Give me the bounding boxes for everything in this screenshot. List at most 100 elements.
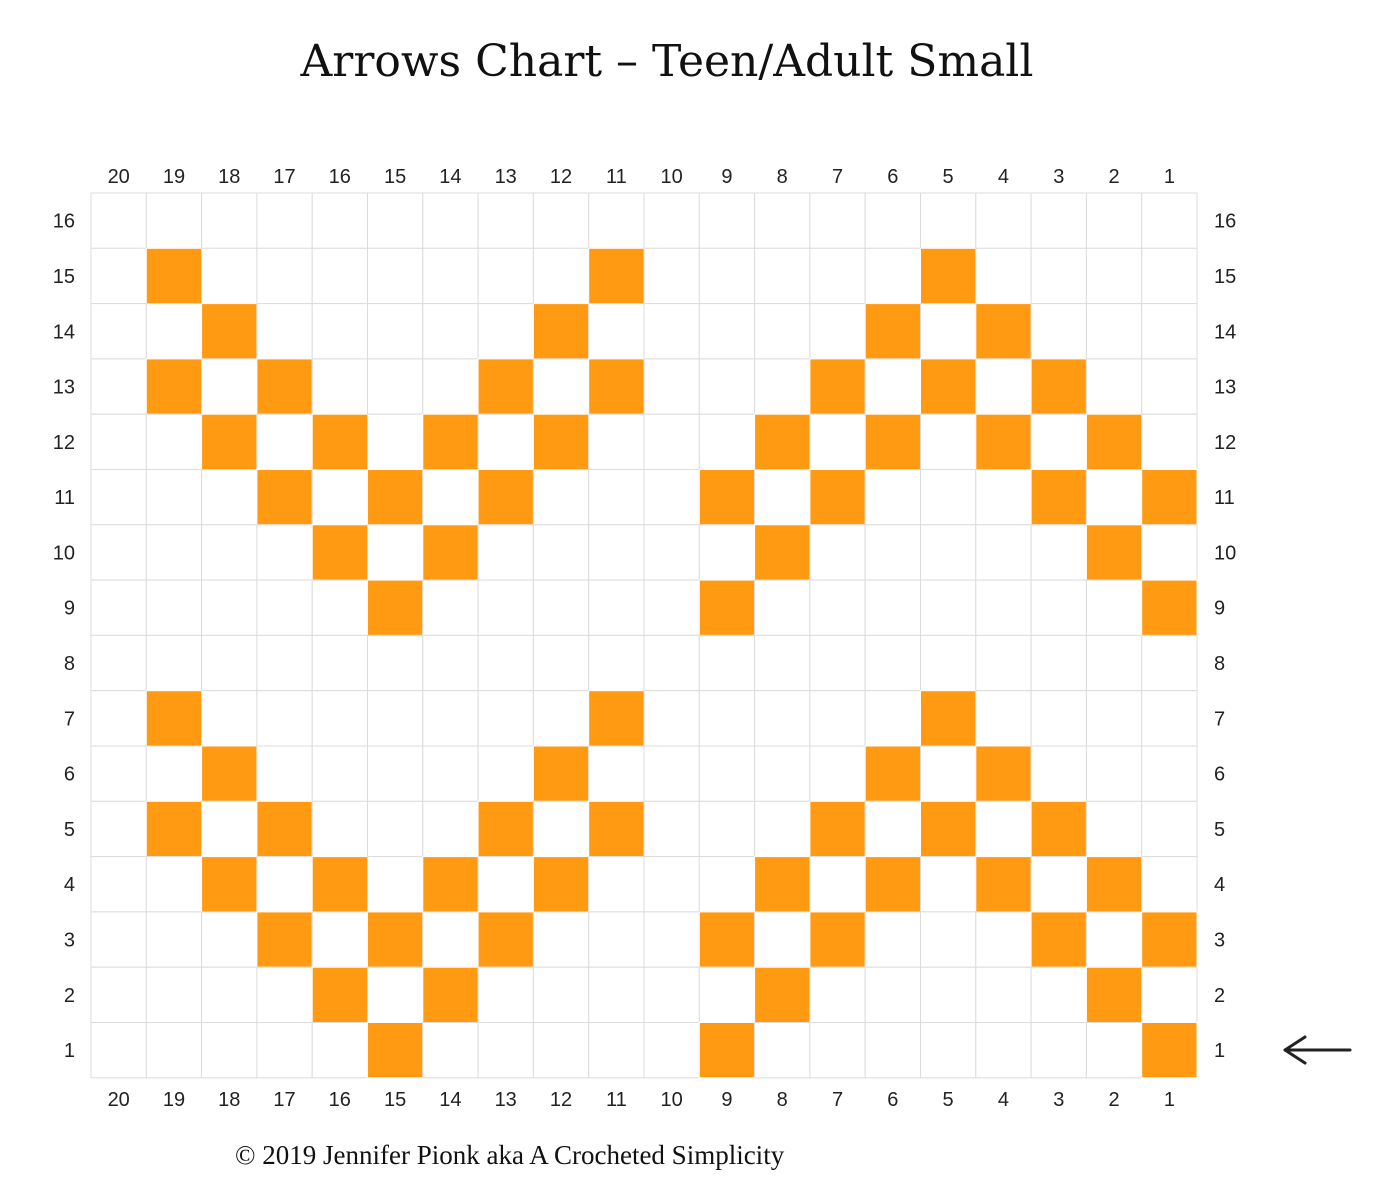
- empty-stitch-cell: [477, 413, 534, 471]
- empty-stitch-cell: [864, 192, 922, 249]
- column-label-bottom: 5: [943, 1089, 954, 1111]
- filled-stitch-cell: [256, 469, 313, 526]
- empty-stitch-cell: [809, 634, 866, 692]
- empty-stitch-cell: [532, 192, 590, 249]
- filled-stitch-cell: [809, 469, 866, 526]
- row-label-right: 5: [1214, 819, 1225, 841]
- empty-stitch-cell: [532, 690, 590, 747]
- empty-stitch-cell: [864, 469, 922, 526]
- empty-stitch-cell: [920, 745, 977, 802]
- filled-stitch-cell: [975, 413, 1032, 471]
- empty-stitch-cell: [532, 469, 590, 526]
- filled-stitch-cell: [809, 800, 866, 858]
- filled-stitch-cell: [422, 524, 479, 581]
- filled-stitch-cell: [311, 966, 369, 1024]
- filled-stitch-cell: [1141, 1022, 1198, 1079]
- filled-stitch-cell: [311, 413, 369, 471]
- empty-stitch-cell: [145, 303, 203, 360]
- filled-stitch-cell: [532, 856, 590, 913]
- empty-stitch-cell: [422, 303, 479, 360]
- empty-stitch-cell: [256, 690, 313, 747]
- empty-stitch-cell: [477, 303, 534, 360]
- filled-stitch-cell: [698, 1022, 756, 1079]
- empty-stitch-cell: [643, 745, 700, 802]
- empty-stitch-cell: [90, 413, 147, 471]
- column-label-bottom: 14: [439, 1089, 461, 1111]
- column-label-top: 14: [439, 166, 461, 188]
- row-label-left: 7: [64, 708, 75, 730]
- empty-stitch-cell: [809, 1022, 866, 1079]
- column-label-top: 12: [550, 166, 572, 188]
- filled-stitch-cell: [532, 303, 590, 360]
- empty-stitch-cell: [90, 745, 147, 802]
- empty-stitch-cell: [754, 469, 811, 526]
- empty-stitch-cell: [311, 745, 369, 802]
- column-label-bottom: 10: [660, 1089, 682, 1111]
- column-label-top: 3: [1053, 166, 1064, 188]
- empty-stitch-cell: [809, 966, 866, 1024]
- column-label-top: 16: [329, 166, 351, 188]
- empty-stitch-cell: [864, 524, 922, 581]
- empty-stitch-cell: [1030, 192, 1087, 249]
- filled-stitch-cell: [201, 856, 258, 913]
- empty-stitch-cell: [698, 358, 756, 415]
- empty-stitch-cell: [311, 634, 369, 692]
- row-label-right: 2: [1214, 985, 1225, 1007]
- column-label-top: 18: [218, 166, 240, 188]
- column-label-bottom: 9: [721, 1089, 732, 1111]
- empty-stitch-cell: [1030, 579, 1087, 636]
- empty-stitch-cell: [201, 192, 258, 249]
- empty-stitch-cell: [367, 413, 424, 471]
- empty-stitch-cell: [477, 192, 534, 249]
- empty-stitch-cell: [643, 856, 700, 913]
- empty-stitch-cell: [975, 247, 1032, 305]
- empty-stitch-cell: [1030, 413, 1087, 471]
- empty-stitch-cell: [588, 192, 645, 249]
- empty-stitch-cell: [145, 745, 203, 802]
- empty-stitch-cell: [809, 579, 866, 636]
- empty-stitch-cell: [643, 303, 700, 360]
- empty-stitch-cell: [477, 1022, 534, 1079]
- empty-stitch-cell: [367, 634, 424, 692]
- empty-stitch-cell: [754, 358, 811, 415]
- empty-stitch-cell: [90, 911, 147, 968]
- row-label-right: 12: [1214, 432, 1236, 454]
- empty-stitch-cell: [145, 966, 203, 1024]
- empty-stitch-cell: [201, 524, 258, 581]
- empty-stitch-cell: [1141, 247, 1198, 305]
- empty-stitch-cell: [920, 524, 977, 581]
- empty-stitch-cell: [477, 690, 534, 747]
- empty-stitch-cell: [422, 634, 479, 692]
- empty-stitch-cell: [809, 690, 866, 747]
- empty-stitch-cell: [643, 358, 700, 415]
- filled-stitch-cell: [754, 966, 811, 1024]
- empty-stitch-cell: [643, 469, 700, 526]
- filled-stitch-cell: [311, 524, 369, 581]
- empty-stitch-cell: [1085, 911, 1143, 968]
- copyright-notice: © 2019 Jennifer Pionk aka A Crocheted Si…: [235, 1140, 785, 1170]
- column-label-bottom: 15: [384, 1089, 406, 1111]
- empty-stitch-cell: [256, 856, 313, 913]
- empty-stitch-cell: [201, 800, 258, 858]
- empty-stitch-cell: [1085, 247, 1143, 305]
- empty-stitch-cell: [809, 192, 866, 249]
- empty-stitch-cell: [588, 579, 645, 636]
- empty-stitch-cell: [311, 358, 369, 415]
- filled-stitch-cell: [698, 579, 756, 636]
- empty-stitch-cell: [975, 966, 1032, 1024]
- empty-stitch-cell: [754, 247, 811, 305]
- row-label-right: 13: [1214, 377, 1236, 399]
- column-label-bottom: 18: [218, 1089, 240, 1111]
- empty-stitch-cell: [90, 966, 147, 1024]
- empty-stitch-cell: [975, 634, 1032, 692]
- empty-stitch-cell: [311, 469, 369, 526]
- empty-stitch-cell: [367, 247, 424, 305]
- empty-stitch-cell: [367, 966, 424, 1024]
- filled-stitch-cell: [145, 247, 203, 305]
- empty-stitch-cell: [145, 192, 203, 249]
- empty-stitch-cell: [588, 1022, 645, 1079]
- empty-stitch-cell: [698, 413, 756, 471]
- empty-stitch-cell: [1141, 413, 1198, 471]
- filled-stitch-cell: [367, 911, 424, 968]
- empty-stitch-cell: [532, 358, 590, 415]
